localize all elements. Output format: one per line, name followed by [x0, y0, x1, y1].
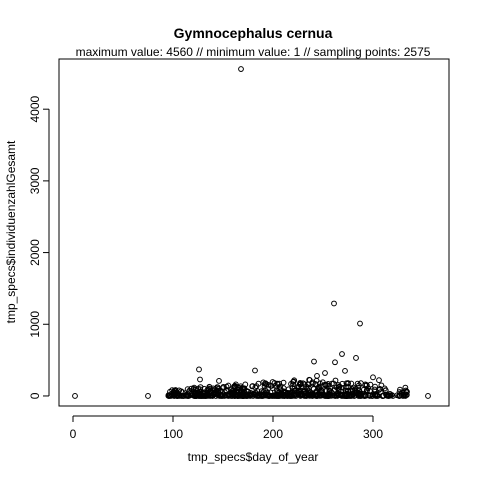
x-axis-label: tmp_specs$day_of_year	[188, 450, 319, 464]
data-point	[253, 368, 258, 373]
data-point	[312, 359, 317, 364]
data-points	[73, 67, 431, 399]
y-tick-label: 2000	[28, 239, 42, 266]
y-tick-label: 0	[28, 392, 42, 399]
data-point	[217, 379, 222, 384]
data-point	[354, 356, 359, 361]
data-point	[146, 394, 151, 399]
data-point	[358, 321, 363, 326]
data-point	[340, 352, 345, 357]
x-axis: 0 100 200 300	[70, 416, 384, 441]
data-point	[315, 373, 320, 378]
y-axis: 0 1000 2000 3000 4000	[28, 96, 49, 400]
chart-title: Gymnocephalus cernua	[174, 25, 333, 41]
data-point	[197, 367, 202, 372]
x-tick-label: 200	[263, 427, 283, 441]
x-tick-label: 300	[363, 427, 383, 441]
data-point	[332, 301, 337, 306]
data-point	[239, 67, 244, 72]
y-tick-label: 4000	[28, 96, 42, 123]
data-point	[426, 394, 431, 399]
data-point	[333, 360, 338, 365]
chart-subtitle: maximum value: 4560 // minimum value: 1 …	[76, 45, 431, 59]
data-point	[73, 394, 78, 399]
y-axis-label: tmp_specs$individuenzahlGesamt	[4, 140, 18, 323]
y-tick-label: 1000	[28, 311, 42, 338]
data-point	[371, 375, 376, 380]
data-point	[377, 378, 382, 383]
data-point	[343, 368, 348, 373]
x-tick-label: 0	[70, 427, 77, 441]
y-tick-label: 3000	[28, 167, 42, 194]
plot-box	[59, 59, 449, 406]
data-point	[323, 371, 328, 376]
data-point	[198, 377, 203, 382]
x-tick-label: 100	[163, 427, 183, 441]
